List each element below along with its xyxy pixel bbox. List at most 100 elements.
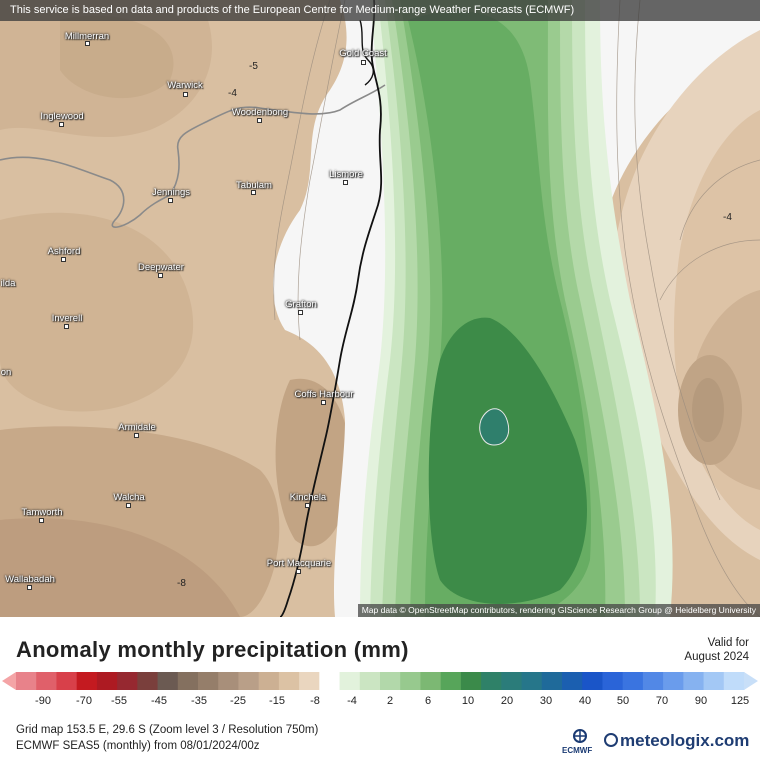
tick-label: 20 xyxy=(500,695,514,707)
color-scale-cell xyxy=(198,672,219,690)
tick-label: -45 xyxy=(151,695,167,707)
color-scale-cell xyxy=(278,672,300,690)
color-scale-cell xyxy=(299,672,320,690)
model-info: ECMWF SEAS5 (monthly) from 08/01/2024/00… xyxy=(16,740,260,752)
color-scale-cell xyxy=(642,672,664,690)
place-grafton: Grafton xyxy=(285,299,317,310)
place-inglewood: Inglewood xyxy=(40,111,84,122)
color-scale-cell xyxy=(359,672,381,690)
place-marker xyxy=(61,257,66,262)
place-kinchela: Kinchela xyxy=(289,492,327,503)
place-warwick: Warwick xyxy=(167,80,203,91)
tick-label: -15 xyxy=(269,695,285,707)
color-scale-cell xyxy=(56,672,78,690)
place-woodenbong: Woodenbong xyxy=(231,107,289,118)
color-scale-cell xyxy=(501,672,523,690)
color-scale-cell xyxy=(238,672,260,690)
place-coffs-harbour: Coffs Harbour xyxy=(294,389,354,400)
color-scale-cell xyxy=(117,672,138,690)
color-scale-cell xyxy=(36,672,57,690)
place-wallabadah: Wallabadah xyxy=(5,574,55,585)
color-scale-cell xyxy=(76,672,98,690)
tick-label: -25 xyxy=(230,695,246,707)
color-scale-cell xyxy=(440,672,462,690)
color-scale-cell xyxy=(137,672,159,690)
valid-period: Valid for August 2024 xyxy=(684,636,749,664)
place-millmerran: Millmerran xyxy=(64,31,110,42)
tick-label: 30 xyxy=(539,695,553,707)
brand-text: meteologix.com xyxy=(620,731,750,750)
color-scale-cell xyxy=(16,672,37,690)
color-scale-cell xyxy=(521,672,543,690)
tick-label: -8 xyxy=(310,695,320,707)
color-scale-cell xyxy=(723,672,745,690)
tick-label: -55 xyxy=(111,695,127,707)
place-marker xyxy=(251,190,256,195)
tick-label: -90 xyxy=(35,695,51,707)
place-marker xyxy=(305,503,310,508)
place-gold-coast: Gold Coast xyxy=(339,48,387,59)
color-scale-cell xyxy=(582,672,603,690)
place-marker xyxy=(85,41,90,46)
contour-label: -5 xyxy=(249,61,258,72)
color-scale-cell xyxy=(218,672,239,690)
color-scale-cell xyxy=(481,672,502,690)
color-scale-bar xyxy=(2,672,758,690)
place-marker xyxy=(343,180,348,185)
tick-label: 10 xyxy=(461,695,475,707)
valid-label: Valid for xyxy=(707,637,749,649)
tick-label: 40 xyxy=(578,695,592,707)
meteologix-logo-icon xyxy=(604,733,618,747)
contour-label: -4 xyxy=(228,88,237,99)
place-marker xyxy=(183,92,188,97)
color-scale-cell xyxy=(562,672,583,690)
place-port-macquarie: Port Macquarie xyxy=(266,558,332,569)
place-jennings: Jennings xyxy=(151,187,191,198)
place-marker xyxy=(298,310,303,315)
color-scale-cell xyxy=(258,672,280,690)
color-scale-cell xyxy=(400,672,421,690)
legend-title: Anomaly monthly precipitation (mm) xyxy=(16,637,409,662)
place-marker xyxy=(59,122,64,127)
place-marker xyxy=(64,324,69,329)
color-scale-cell xyxy=(319,672,341,690)
tick-label: 6 xyxy=(424,695,432,707)
color-scale-cell xyxy=(339,672,361,690)
color-scale-cell xyxy=(683,672,705,690)
place-marker xyxy=(158,273,163,278)
place-marker xyxy=(361,60,366,65)
color-scale-cell xyxy=(420,672,442,690)
map-attribution[interactable]: Map data © OpenStreetMap contributors, r… xyxy=(357,604,760,617)
tick-label: -4 xyxy=(347,695,357,707)
color-scale-left-arrow xyxy=(2,672,16,690)
contour-label: -8 xyxy=(177,578,186,589)
color-scale-right-arrow xyxy=(744,672,758,690)
color-scale-cell xyxy=(96,672,118,690)
tick-label: 50 xyxy=(616,695,630,707)
color-scale-cell xyxy=(622,672,644,690)
meteologix-brand[interactable]: meteologix.com xyxy=(604,731,749,751)
place-marker xyxy=(257,118,262,123)
color-scale-cell xyxy=(380,672,401,690)
tick-label: 2 xyxy=(386,695,394,707)
color-scale-cell xyxy=(663,672,684,690)
place-inverell: Inverell xyxy=(51,313,83,324)
tick-label: -70 xyxy=(76,695,92,707)
valid-date: August 2024 xyxy=(684,651,749,663)
place-marker xyxy=(168,198,173,203)
ecmwf-label: ECMWF xyxy=(562,746,593,755)
place-marker xyxy=(39,518,44,523)
place-marker xyxy=(296,569,301,574)
place-marker xyxy=(321,400,326,405)
place-marker xyxy=(27,585,32,590)
precipitation-anomaly-map[interactable]: This service is based on data and produc… xyxy=(0,0,760,617)
place-ashford: Ashford xyxy=(47,246,81,257)
ecmwf-logo-icon[interactable] xyxy=(560,727,600,757)
place-marker xyxy=(126,503,131,508)
place-on: on xyxy=(0,367,12,378)
place-tabulam: Tabulam xyxy=(236,180,272,191)
contour-label: -4 xyxy=(723,212,732,223)
tick-label: 90 xyxy=(694,695,708,707)
color-scale-cell xyxy=(703,672,725,690)
color-scale-cell xyxy=(157,672,179,690)
